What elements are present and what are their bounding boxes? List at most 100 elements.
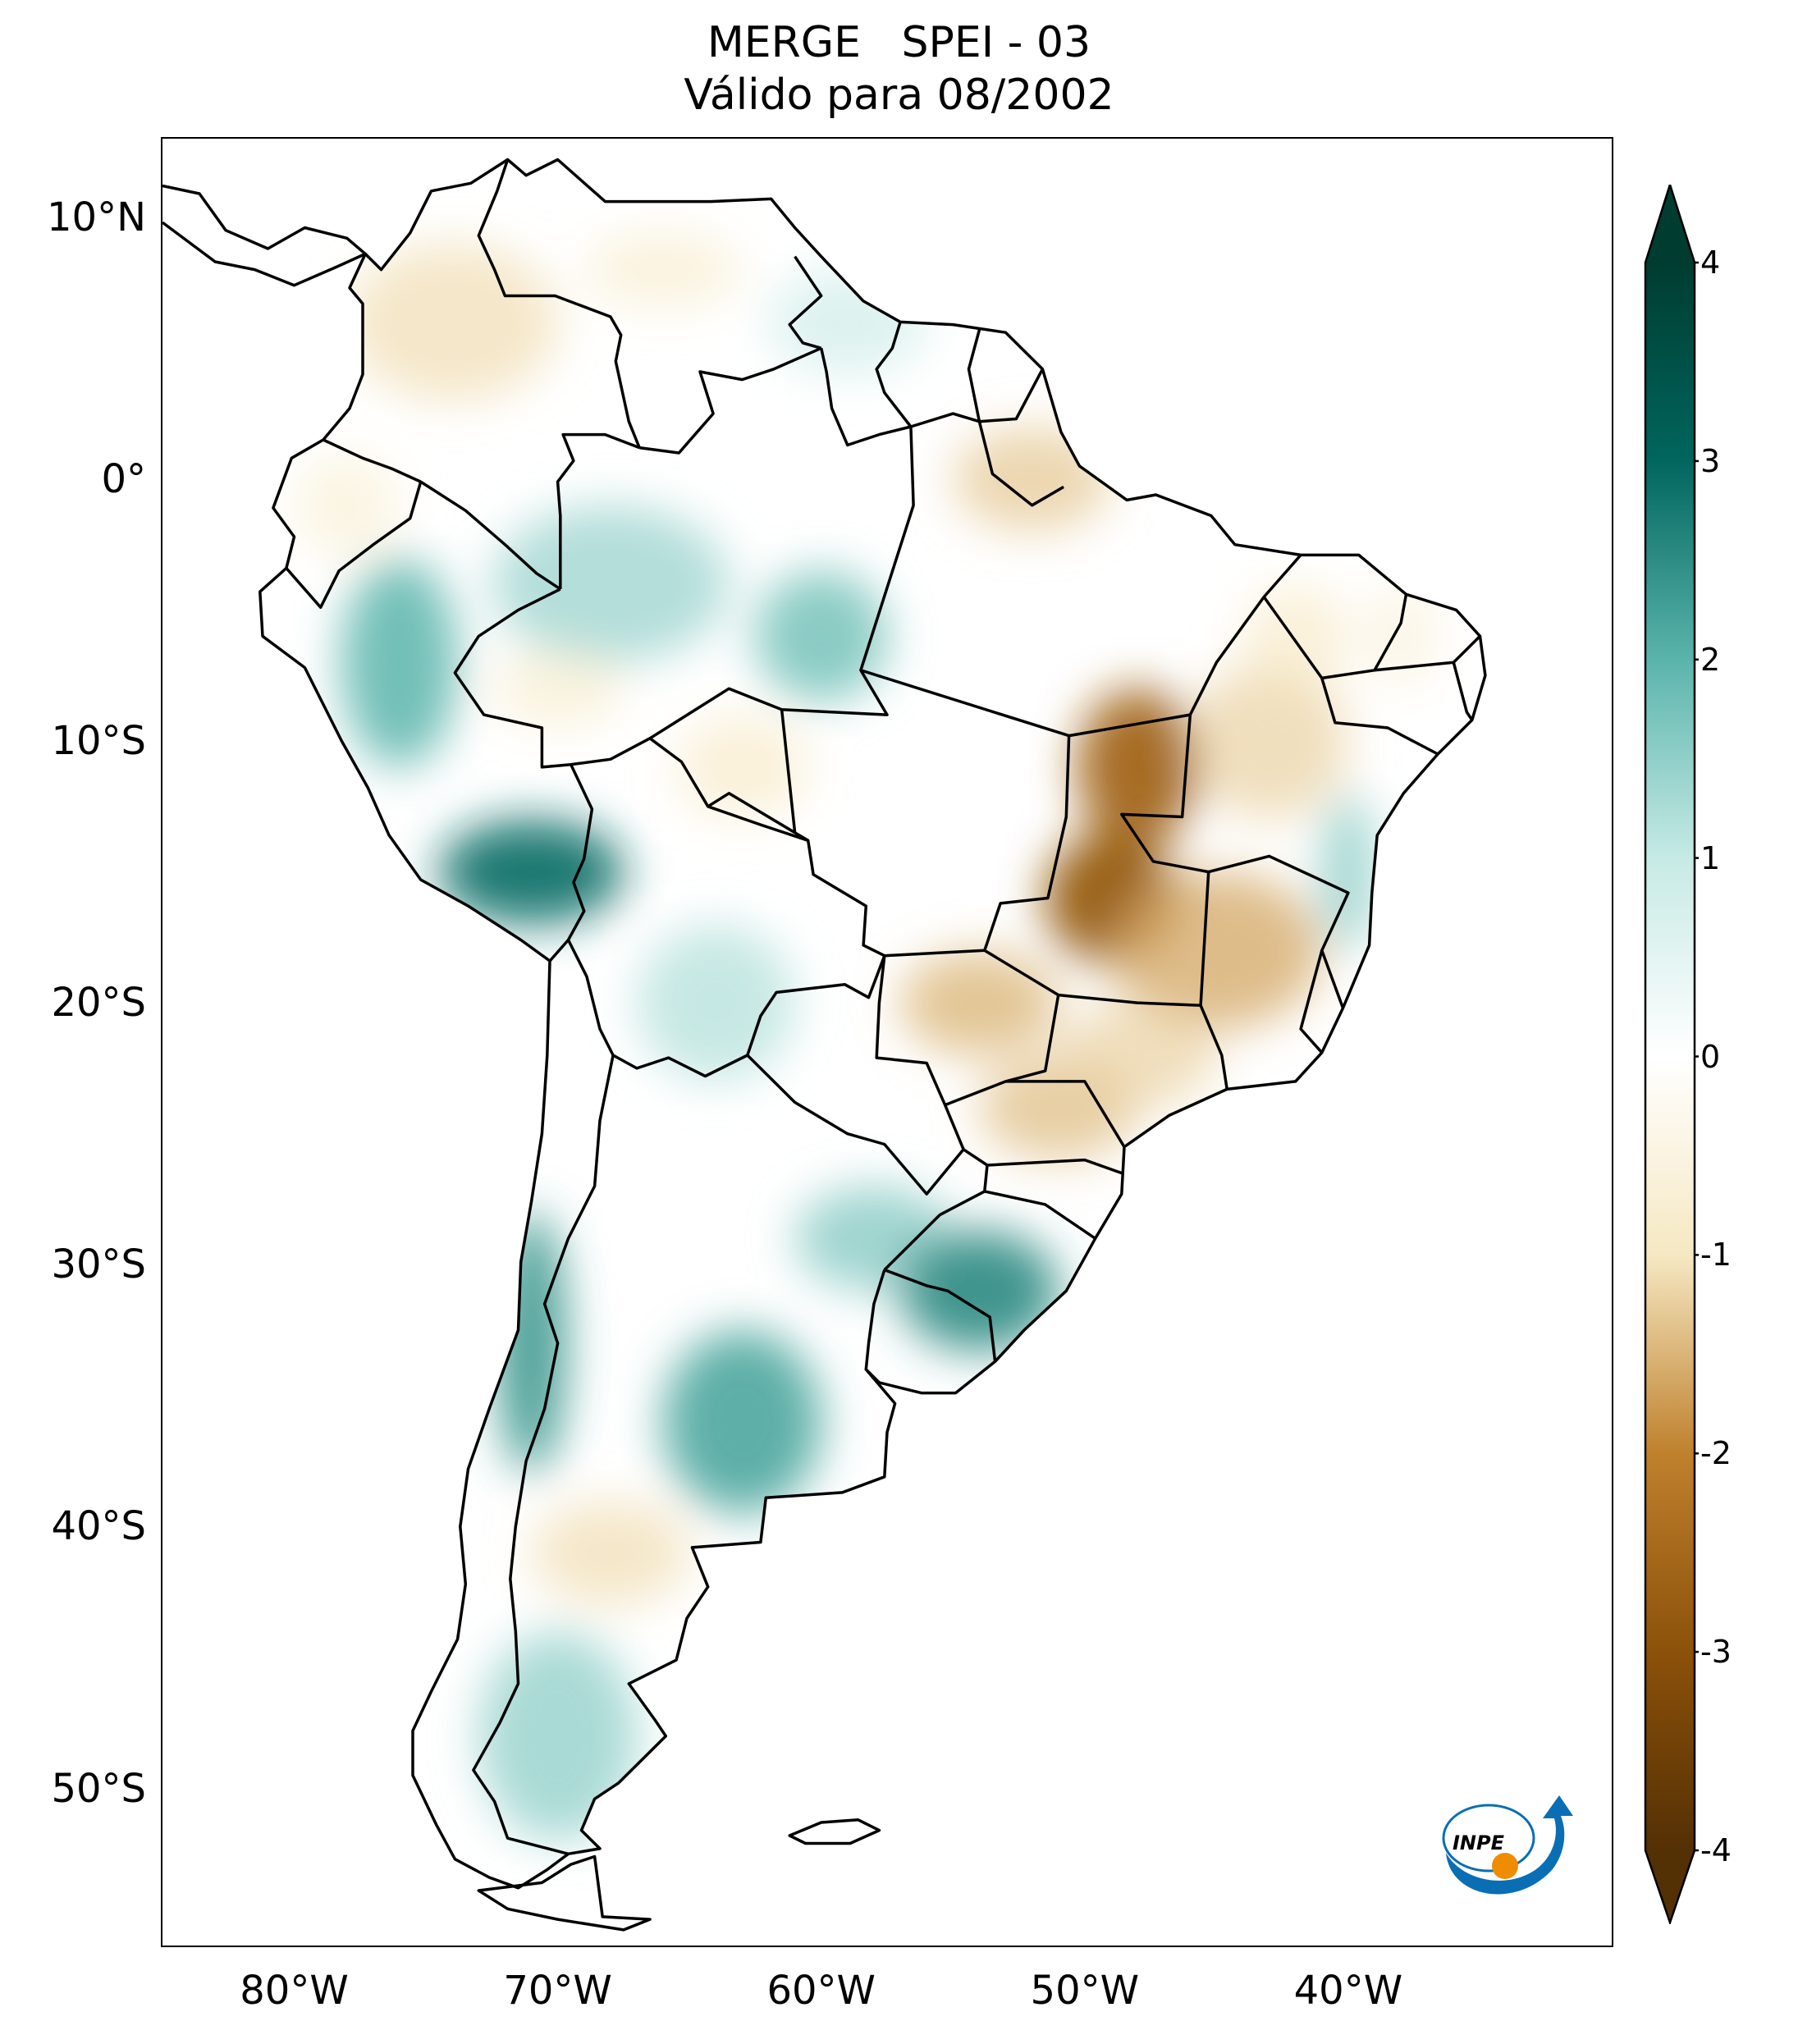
border-brazil-states-10 <box>1005 1080 1126 1148</box>
border-uruguay-brazil <box>884 1268 997 1362</box>
spei-region-rio-grande-do-sul-wet <box>900 1230 1059 1351</box>
border-brazil-states-16 <box>1452 661 1474 721</box>
lon-label-60w: 60°W <box>766 1968 876 2014</box>
border-brazil-states-4 <box>860 554 1302 738</box>
spei-region-para-dry <box>953 427 1111 532</box>
colorbar-ticks <box>1695 261 1699 1852</box>
logo-ring <box>1442 1804 1535 1873</box>
colorbar-label-3: 3 <box>1700 442 1721 479</box>
border-brazil-states-5 <box>884 735 1071 958</box>
border-bolivia-paraguay <box>746 955 886 1056</box>
spei-region-bahia-dry <box>1190 662 1348 820</box>
colorbar-label-minus-1: -1 <box>1700 1237 1732 1273</box>
spei-region-mato-grosso-do-sul-dry <box>900 950 1059 1055</box>
border-ecuador-peru <box>285 481 423 609</box>
spei-neutral-background <box>162 159 1485 1930</box>
border-paraguay-brazil <box>875 955 965 1150</box>
border-peru-brazil <box>453 588 571 769</box>
spei-region-bolivia-wet <box>636 924 795 1081</box>
spei-region-northeast-coast-dry <box>1361 583 1441 689</box>
border-chile-argentina <box>472 1054 615 1855</box>
border-brazil-states-18 <box>707 792 809 842</box>
colorbar-label-4: 4 <box>1700 245 1721 281</box>
spei-region-tocantins-dry <box>1077 688 1198 846</box>
border-bolivia-chile <box>566 939 615 1056</box>
border-brazil-states-13 <box>1262 596 1439 756</box>
spei-region-argentina-wet-1 <box>663 1330 821 1514</box>
colorbar-extend-bottom <box>1645 1850 1695 1923</box>
border-brazil-states-6 <box>944 949 1060 1107</box>
lat-label-30s: 30°S <box>51 1241 146 1288</box>
spei-region-bahia-coast-wet <box>1321 793 1375 951</box>
border-brazil-states-9 <box>1208 854 1350 1009</box>
spei-region-venezuela-dry <box>583 230 743 309</box>
spei-region-patagonia-wet <box>478 1631 637 1841</box>
spei-region-amazon-wet-2 <box>755 570 887 702</box>
spei-field <box>162 159 1485 1930</box>
coastline-tierra-del-fuego <box>477 1854 652 1932</box>
colorbar-body <box>1645 263 1695 1850</box>
lon-label-40w: 40°W <box>1293 1968 1403 2014</box>
spei-region-acre-dry <box>492 649 624 729</box>
border-colombia-peru <box>419 480 561 591</box>
title-line-2: Válido para 08/2002 <box>684 71 1114 120</box>
lat-label-40s: 40°S <box>51 1503 146 1550</box>
lat-label-10n: 10°N <box>47 194 146 240</box>
coastline-central-america <box>162 184 367 287</box>
spei-region-patagonia-north-dry <box>531 1500 690 1606</box>
spei-region-ecuador-dry <box>294 452 400 558</box>
map-canvas <box>162 158 1487 1932</box>
lat-label-0: 0° <box>101 455 146 502</box>
lat-label-20s: 20°S <box>51 980 146 1027</box>
colorbar-label-1: 1 <box>1700 839 1721 876</box>
spei-region-minas-gerais-dry <box>1110 871 1322 1030</box>
spei-anomalies <box>294 230 1441 1841</box>
border-guiana-brazil <box>979 368 1044 423</box>
border-colombia-venezuela <box>477 158 641 449</box>
coastline-falklands <box>788 1818 881 1845</box>
border-suriname-brazil <box>910 412 980 428</box>
title-line-1: MERGE SPEI - 03 <box>707 18 1091 67</box>
border-bolivia-brazil <box>570 737 885 958</box>
spei-region-rondonia-dry <box>676 715 808 820</box>
border-brazil-states-2 <box>649 426 915 740</box>
map-frame <box>161 137 1613 1947</box>
colorbar-label-minus-4: -4 <box>1700 1832 1732 1868</box>
border-guyana-brazil <box>819 347 912 447</box>
spei-colorbar <box>1644 185 1699 1924</box>
spei-region-peru-south-wet <box>439 819 624 925</box>
spei-region-colombia-dry <box>346 243 558 401</box>
lon-label-80w: 80°W <box>240 1968 349 2014</box>
inpe-logo: INPE <box>1442 1795 1573 1895</box>
colorbar-extend-top <box>1645 185 1695 263</box>
border-venezuela-guyana <box>788 255 823 350</box>
border-argentina-paraguay <box>746 1054 965 1196</box>
border-brazil-states-11 <box>986 1158 1123 1175</box>
spei-region-sao-paulo-dry <box>1058 1003 1217 1108</box>
border-brazil-states-17 <box>1299 949 1324 1054</box>
logo-text: INPE <box>1453 1831 1505 1854</box>
border-guyana-suriname <box>875 321 913 428</box>
border-brazil-states-14 <box>1321 593 1408 680</box>
colorbar-label-minus-3: -3 <box>1700 1634 1732 1671</box>
logo-swoosh <box>1446 1795 1573 1895</box>
map-title: MERGE SPEI - 03 Válido para 08/2002 <box>0 16 1798 121</box>
spei-region-peru-wet <box>341 557 458 767</box>
border-brazil-states-1 <box>977 421 1064 507</box>
lat-label-10s: 10°S <box>51 718 146 764</box>
border-venezuela-brazil <box>638 346 822 455</box>
colorbar-label-2: 2 <box>1700 641 1721 678</box>
border-suriname-guiana <box>967 329 981 423</box>
lon-label-50w: 50°W <box>1030 1968 1140 2014</box>
lat-label-50s: 50°S <box>51 1765 146 1812</box>
border-argentina-uruguay <box>864 1269 886 1370</box>
colorbar-label-minus-2: -2 <box>1700 1435 1732 1472</box>
border-colombia-ecuador <box>323 438 422 483</box>
border-brazil-states-3 <box>780 709 797 833</box>
colorbar-label-0: 0 <box>1700 1038 1721 1075</box>
country-borders <box>162 158 1487 1932</box>
coastline-south-america <box>258 158 1487 1890</box>
border-brazil-states-12 <box>984 1190 1096 1240</box>
border-bolivia-argentina <box>612 1054 748 1078</box>
spei-region-chile-central-wet <box>496 1212 566 1475</box>
